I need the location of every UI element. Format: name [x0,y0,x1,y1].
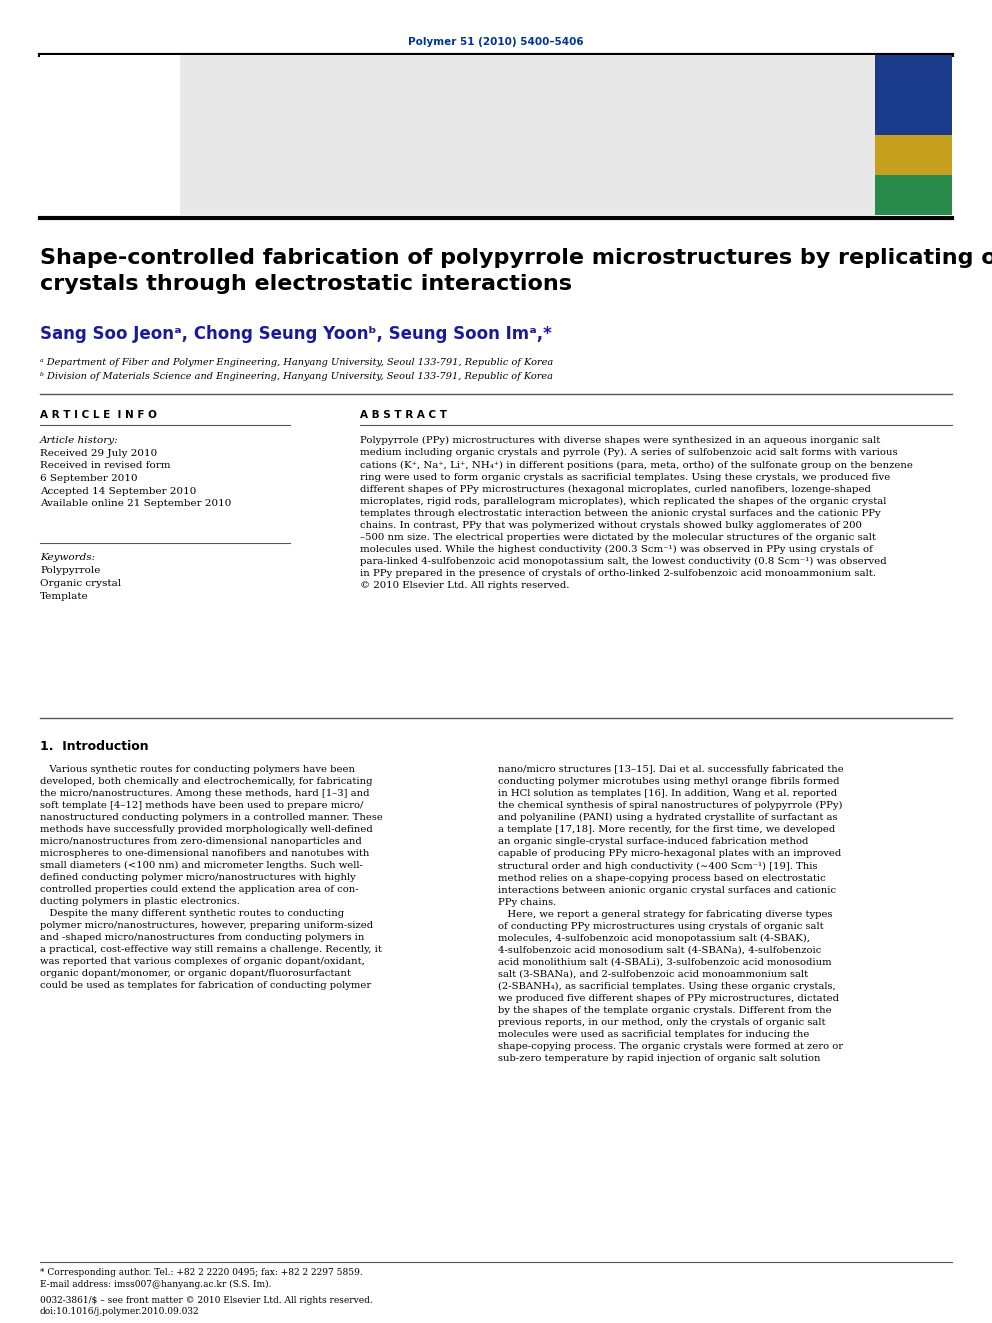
Text: * Corresponding author. Tel.: +82 2 2220 0495; fax: +82 2 2297 5859.: * Corresponding author. Tel.: +82 2 2220… [40,1267,363,1277]
Text: 0032-3861/$ – see front matter © 2010 Elsevier Ltd. All rights reserved.: 0032-3861/$ – see front matter © 2010 El… [40,1297,373,1304]
Text: A B S T R A C T: A B S T R A C T [360,410,447,419]
Text: Polypyrrole
Organic crystal
Template: Polypyrrole Organic crystal Template [40,566,121,602]
Text: Received 29 July 2010
Received in revised form
6 September 2010
Accepted 14 Sept: Received 29 July 2010 Received in revise… [40,448,231,508]
Text: ᵃ Department of Fiber and Polymer Engineering, Hanyang University, Seoul 133-791: ᵃ Department of Fiber and Polymer Engine… [40,359,554,366]
Text: ᵇ Division of Materials Science and Engineering, Hanyang University, Seoul 133-7: ᵇ Division of Materials Science and Engi… [40,372,553,381]
Text: Shape-controlled fabrication of polypyrrole microstructures by replicating organ: Shape-controlled fabrication of polypyrr… [40,247,992,294]
Text: polymer: polymer [889,70,937,79]
Text: nano/micro structures [13–15]. Dai et al. successfully fabricated the
conducting: nano/micro structures [13–15]. Dai et al… [498,765,844,1064]
Text: [logo]: [logo] [91,101,128,112]
Text: ELSEVIER: ELSEVIER [69,175,151,191]
Text: doi:10.1016/j.polymer.2010.09.032: doi:10.1016/j.polymer.2010.09.032 [40,1307,199,1316]
Text: Various synthetic routes for conducting polymers have been
developed, both chemi: Various synthetic routes for conducting … [40,765,383,991]
Text: Article history:: Article history: [40,437,119,445]
Text: E-mail address: imss007@hanyang.ac.kr (S.S. Im).: E-mail address: imss007@hanyang.ac.kr (S… [40,1279,272,1289]
Text: Polypyrrole (PPy) microstructures with diverse shapes were synthesized in an aqu: Polypyrrole (PPy) microstructures with d… [360,437,913,590]
Text: 1.  Introduction: 1. Introduction [40,740,149,753]
Text: A R T I C L E  I N F O: A R T I C L E I N F O [40,410,157,419]
Text: Contents lists available at ScienceDirect: Contents lists available at ScienceDirec… [384,71,608,82]
Text: Sang Soo Jeonᵃ, Chong Seung Yoonᵇ, Seung Soon Imᵃ,*: Sang Soo Jeonᵃ, Chong Seung Yoonᵇ, Seung… [40,325,552,343]
Text: Keywords:: Keywords: [40,553,95,562]
Text: Polymer: Polymer [433,101,559,131]
Text: journal homepage: www.elsevier.com/locate/polymer: journal homepage: www.elsevier.com/locat… [348,168,644,179]
Text: Polymer 51 (2010) 5400–5406: Polymer 51 (2010) 5400–5406 [408,37,584,48]
